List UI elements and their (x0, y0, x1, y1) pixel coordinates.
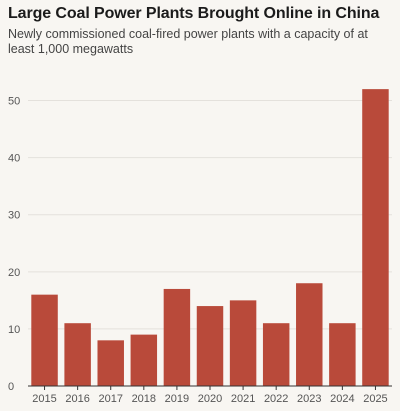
x-tick-label: 2016 (65, 393, 89, 405)
x-tick-label: 2017 (98, 393, 122, 405)
y-tick-label: 10 (8, 324, 20, 336)
gridlines (28, 100, 392, 330)
chart-title: Large Coal Power Plants Brought Online i… (8, 5, 380, 22)
bar-2017 (97, 340, 124, 386)
y-tick-label: 20 (8, 267, 20, 279)
x-tick-label: 2022 (264, 393, 288, 405)
y-tick-label: 40 (8, 153, 20, 165)
bar-2018 (130, 334, 158, 386)
chart-subtitle: Newly commissioned coal-fired power plan… (8, 27, 368, 56)
x-tick-label: 2025 (363, 393, 387, 405)
x-tick-label: 2015 (32, 393, 56, 405)
x-axis-ticks: 2015 2016 2017 2018 2019 2020 2021 2022 2023 2024… (32, 386, 388, 405)
x-tick-label: 2024 (330, 393, 354, 405)
x-tick-label: 2020 (198, 393, 222, 405)
x-tick-label: 2023 (297, 393, 321, 405)
bar-2024 (329, 323, 356, 386)
y-tick-label: 50 (8, 96, 20, 108)
x-tick-label: 2018 (132, 393, 156, 405)
bar-2020 (196, 306, 224, 386)
bar-2015 (31, 294, 58, 386)
bar-2019 (163, 288, 191, 386)
bar-2023 (296, 283, 323, 386)
bar-2022 (262, 323, 290, 386)
y-tick-label: 0 (8, 381, 14, 393)
x-tick-label: 2021 (231, 393, 255, 405)
bar-2025 (362, 89, 389, 387)
bar-2021 (229, 300, 257, 386)
y-axis-ticks: 0 10 20 30 40 50 (8, 96, 20, 393)
bar-2016 (64, 323, 91, 386)
x-tick-label: 2019 (165, 393, 189, 405)
y-tick-label: 30 (8, 210, 20, 222)
bars (31, 89, 389, 387)
